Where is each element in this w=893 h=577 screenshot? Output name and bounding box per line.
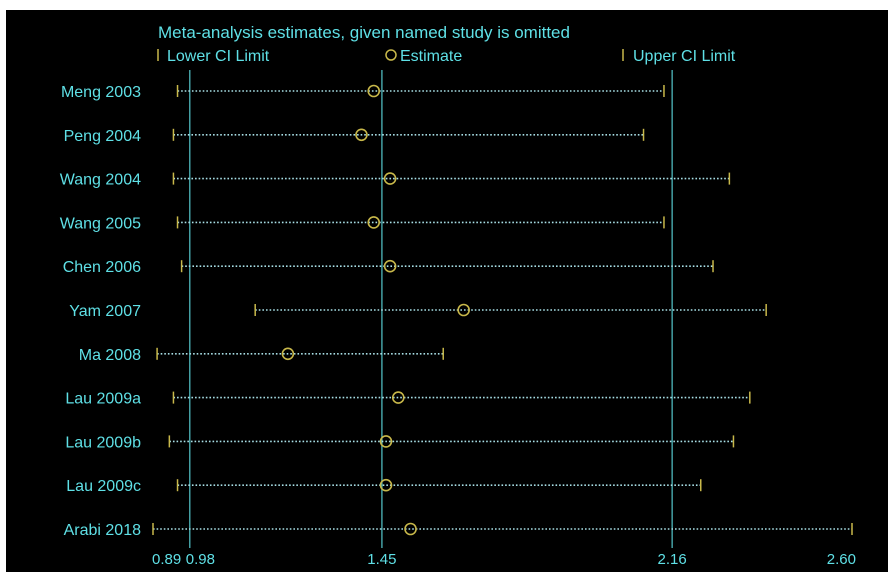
study-row: Lau 2009c — [66, 478, 702, 495]
study-label: Peng 2004 — [64, 128, 142, 145]
x-tick-label: 0.98 — [186, 551, 215, 568]
study-row: Lau 2009a — [65, 391, 751, 408]
study-row: Chen 2006 — [63, 259, 714, 276]
study-row: Lau 2009b — [65, 434, 735, 451]
legend-upper-label: Upper CI Limit — [633, 48, 736, 65]
study-label: Lau 2009c — [66, 478, 141, 495]
study-label: Wang 2005 — [60, 215, 141, 232]
x-tick-label: 1.45 — [367, 551, 396, 568]
x-tick-label: 2.16 — [658, 551, 687, 568]
estimate-marker — [391, 391, 405, 404]
study-row: Wang 2005 — [60, 215, 665, 232]
x-axis-ticks: 0.89 0.98 1.45 2.16 2.60 — [152, 551, 856, 568]
estimate-marker — [457, 303, 470, 317]
legend: Lower CI Limit Estimate Upper CI Limit — [157, 48, 736, 65]
study-label: Meng 2003 — [61, 84, 141, 101]
study-label: Lau 2009a — [65, 391, 141, 408]
chart-title: Meta-analysis estimates, given named stu… — [158, 23, 570, 42]
study-label: Lau 2009b — [65, 434, 141, 451]
study-rows: Meng 2003 Peng 2004 Wang 2004 Wang 2005 Chen… — [60, 84, 853, 539]
reference-lines — [189, 70, 673, 548]
estimate-marker — [383, 259, 397, 273]
study-label: Wang 2004 — [60, 172, 141, 189]
forest-plot: Meta-analysis estimates, given named stu… — [60, 23, 856, 568]
x-tick-label: 0.89 — [152, 551, 181, 568]
estimate-marker — [379, 478, 393, 492]
estimate-marker — [367, 84, 381, 98]
study-label: Arabi 2018 — [64, 522, 141, 539]
study-row: Arabi 2018 — [64, 522, 853, 539]
study-row: Wang 2004 — [60, 172, 731, 189]
estimate-marker — [355, 128, 368, 142]
study-label: Yam 2007 — [69, 303, 141, 320]
estimate-marker — [379, 435, 393, 448]
legend-estimate-label: Estimate — [400, 48, 462, 65]
estimate-marker — [404, 522, 417, 536]
estimate-marker — [367, 216, 381, 229]
estimate-marker — [383, 172, 397, 185]
study-label: Chen 2006 — [63, 259, 141, 276]
legend-estimate-marker — [385, 49, 397, 61]
study-row: Ma 2008 — [79, 347, 444, 364]
x-tick-label: 2.60 — [827, 551, 856, 568]
legend-lower-label: Lower CI Limit — [167, 48, 270, 65]
chart-frame: Meta-analysis estimates, given named stu… — [6, 10, 888, 572]
study-row: Yam 2007 — [69, 303, 767, 320]
study-row: Peng 2004 — [64, 128, 645, 145]
study-label: Ma 2008 — [79, 347, 141, 364]
study-row: Meng 2003 — [61, 84, 665, 101]
estimate-marker — [281, 347, 295, 361]
